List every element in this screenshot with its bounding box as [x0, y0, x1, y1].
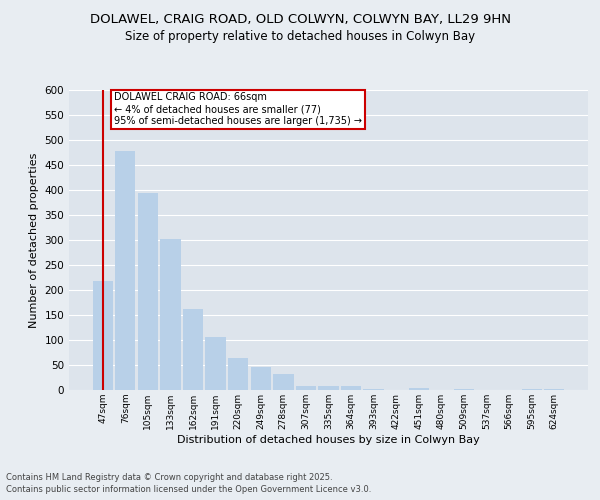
Bar [160, 239, 181, 390]
Bar [183, 309, 203, 390]
Bar [273, 374, 293, 390]
Text: Contains HM Land Registry data © Crown copyright and database right 2025.: Contains HM Land Registry data © Crown c… [6, 472, 332, 482]
Text: Size of property relative to detached houses in Colwyn Bay: Size of property relative to detached ho… [125, 30, 475, 43]
Bar [138, 192, 158, 390]
Bar [251, 366, 271, 390]
Bar [296, 386, 316, 390]
Bar [115, 151, 136, 390]
Bar [205, 337, 226, 390]
Text: DOLAWEL, CRAIG ROAD, OLD COLWYN, COLWYN BAY, LL29 9HN: DOLAWEL, CRAIG ROAD, OLD COLWYN, COLWYN … [89, 12, 511, 26]
Text: DOLAWEL CRAIG ROAD: 66sqm
← 4% of detached houses are smaller (77)
95% of semi-d: DOLAWEL CRAIG ROAD: 66sqm ← 4% of detach… [114, 92, 362, 126]
Bar [544, 389, 565, 390]
Bar [92, 281, 113, 390]
Bar [341, 386, 361, 390]
Bar [364, 389, 384, 390]
Bar [228, 358, 248, 390]
Bar [409, 388, 429, 390]
X-axis label: Distribution of detached houses by size in Colwyn Bay: Distribution of detached houses by size … [177, 434, 480, 444]
Bar [454, 389, 474, 390]
Bar [319, 386, 338, 390]
Y-axis label: Number of detached properties: Number of detached properties [29, 152, 39, 328]
Text: Contains public sector information licensed under the Open Government Licence v3: Contains public sector information licen… [6, 485, 371, 494]
Bar [521, 389, 542, 390]
